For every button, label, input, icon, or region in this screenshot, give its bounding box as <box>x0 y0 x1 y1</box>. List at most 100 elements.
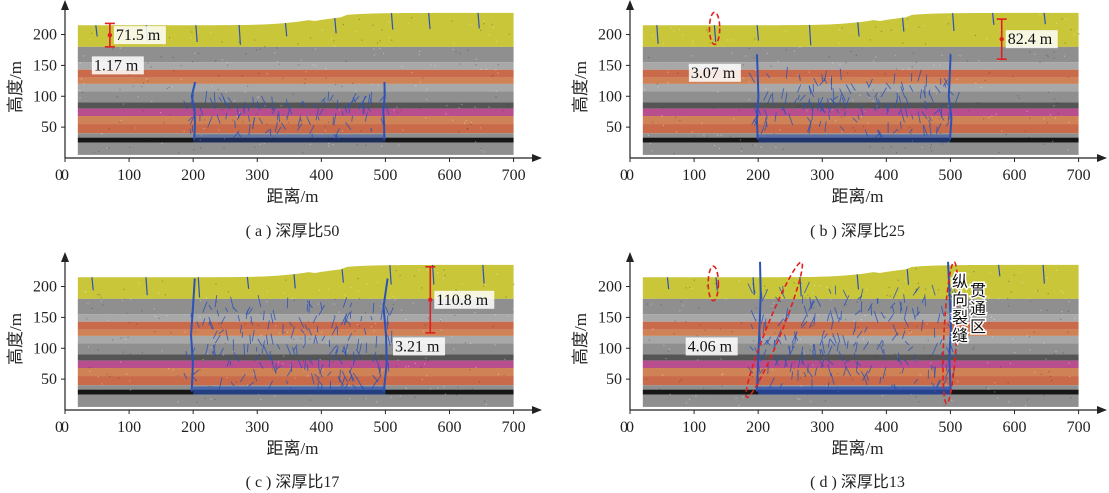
origin-label: 0 <box>55 167 63 184</box>
y-axis-arrow <box>61 0 69 10</box>
surface-crack <box>477 12 480 29</box>
stratum-layer <box>77 116 514 125</box>
y-tick-label: 200 <box>33 27 57 44</box>
panel-caption: ( a ) 深厚比50 <box>246 222 340 240</box>
x-tick-label: 100 <box>117 419 141 436</box>
x-tick-label: 200 <box>181 167 205 184</box>
x-axis-label: 距离/m <box>267 187 319 206</box>
x-tick-label: 400 <box>874 419 898 436</box>
x-tick-label: 400 <box>874 167 898 184</box>
surface-crack <box>656 25 659 44</box>
y-tick-label: 50 <box>41 119 57 136</box>
x-tick-label: 200 <box>181 419 205 436</box>
x-axis-arrow <box>1097 154 1107 162</box>
stratum-layer <box>642 62 1079 70</box>
x-tick-label: 700 <box>1067 419 1091 436</box>
stratum-layer <box>77 83 514 92</box>
surface-crack <box>856 274 860 290</box>
panel-caption: ( c ) 深厚比17 <box>246 473 340 491</box>
strata-model <box>77 264 515 407</box>
surface-crack <box>666 277 670 290</box>
stratum-layer <box>642 46 1079 63</box>
x-tick-label: 400 <box>309 167 333 184</box>
y-tick-label: 100 <box>33 340 57 357</box>
boundary-fracture <box>755 261 762 392</box>
panel-d: 0 100 200 300 400 500 600 700 50 100 150 200 0 距离/m 高度… <box>571 252 1107 491</box>
crack-zone-ellipse <box>745 261 804 399</box>
goaf-zone <box>193 134 386 143</box>
svg-text:向: 向 <box>952 291 968 309</box>
panel-b: 0 100 200 300 400 500 600 700 50 100 150 200 0 距离/m 高度… <box>571 0 1107 240</box>
origin-label: 0 <box>620 167 628 184</box>
crack-zone-ellipse <box>942 261 959 405</box>
stratum-layer <box>77 321 514 330</box>
surface-crack <box>91 277 94 291</box>
boundary-fracture <box>190 278 196 392</box>
stratum-layer <box>642 354 1079 361</box>
x-tick-label: 600 <box>438 167 462 184</box>
surface-crack <box>857 22 860 37</box>
stratum-layer <box>77 298 514 315</box>
y-tick-label: 50 <box>606 119 622 136</box>
strata-model <box>77 12 514 155</box>
surface-crack <box>1042 264 1045 284</box>
stratum-layer <box>77 62 514 70</box>
stratum-layer <box>642 102 1079 109</box>
x-axis-label: 距离/m <box>832 439 884 458</box>
panel-caption: ( d ) 深厚比13 <box>810 473 905 491</box>
annotations: 71.5 m 1.17 m <box>91 22 166 75</box>
svg-text:通: 通 <box>970 300 986 318</box>
stratum-layer <box>642 142 1079 155</box>
svg-text:缝: 缝 <box>952 327 968 345</box>
stratum-layer <box>642 124 1079 134</box>
topsoil-layer <box>642 264 1079 299</box>
y-tick-label: 100 <box>598 88 622 105</box>
surface-crack <box>195 25 198 43</box>
boundary-fracture <box>947 54 953 140</box>
x-tick-label: 700 <box>502 167 526 184</box>
stratum-layer <box>77 368 514 377</box>
stratum-layer <box>77 133 514 138</box>
stratum-layer <box>77 394 514 407</box>
stratum-layer <box>642 69 1079 78</box>
stratum-layer <box>642 376 1079 386</box>
surface-crack <box>238 24 241 45</box>
stratum-layer <box>77 69 514 78</box>
boundary-fracture <box>382 82 386 140</box>
stratum-layer <box>77 91 514 103</box>
stratum-layer <box>642 108 1079 117</box>
panel-caption: ( b ) 深厚比25 <box>810 222 905 240</box>
stratum-layer <box>77 343 514 355</box>
crack-network <box>91 264 485 395</box>
surface-crack <box>246 276 250 289</box>
x-tick-label: 600 <box>1003 167 1027 184</box>
stratum-layer <box>77 77 514 84</box>
x-tick-label: 500 <box>938 419 962 436</box>
svg-text:贯: 贯 <box>970 283 986 300</box>
svg-text:区: 区 <box>970 319 986 336</box>
surface-crack <box>390 13 394 30</box>
surface-crack <box>293 274 296 289</box>
boundary-fracture <box>190 81 197 140</box>
axes: 0 100 200 300 400 500 600 700 50 100 150 200 0 距离/m 高度… <box>6 0 542 240</box>
goaf-zone <box>193 386 386 395</box>
surface-crack <box>906 269 910 285</box>
y-tick-label: 100 <box>33 88 57 105</box>
bracket-label: 110.8 m <box>436 292 488 309</box>
x-axis-arrow <box>532 154 542 162</box>
x-tick-label: 100 <box>682 419 706 436</box>
stratum-layer <box>642 314 1079 322</box>
boundary-fracture <box>382 278 389 392</box>
x-tick-label: 700 <box>1067 167 1091 184</box>
y-tick-label: 50 <box>41 371 57 388</box>
stratum-layer <box>642 368 1079 377</box>
stratum-layer <box>642 91 1079 103</box>
surface-crack <box>713 25 717 42</box>
crack-zone-ellipse <box>707 265 720 302</box>
y-tick-label: 200 <box>33 279 57 296</box>
stratum-layer <box>77 376 514 386</box>
y-axis-label: 高度/m <box>6 61 25 113</box>
